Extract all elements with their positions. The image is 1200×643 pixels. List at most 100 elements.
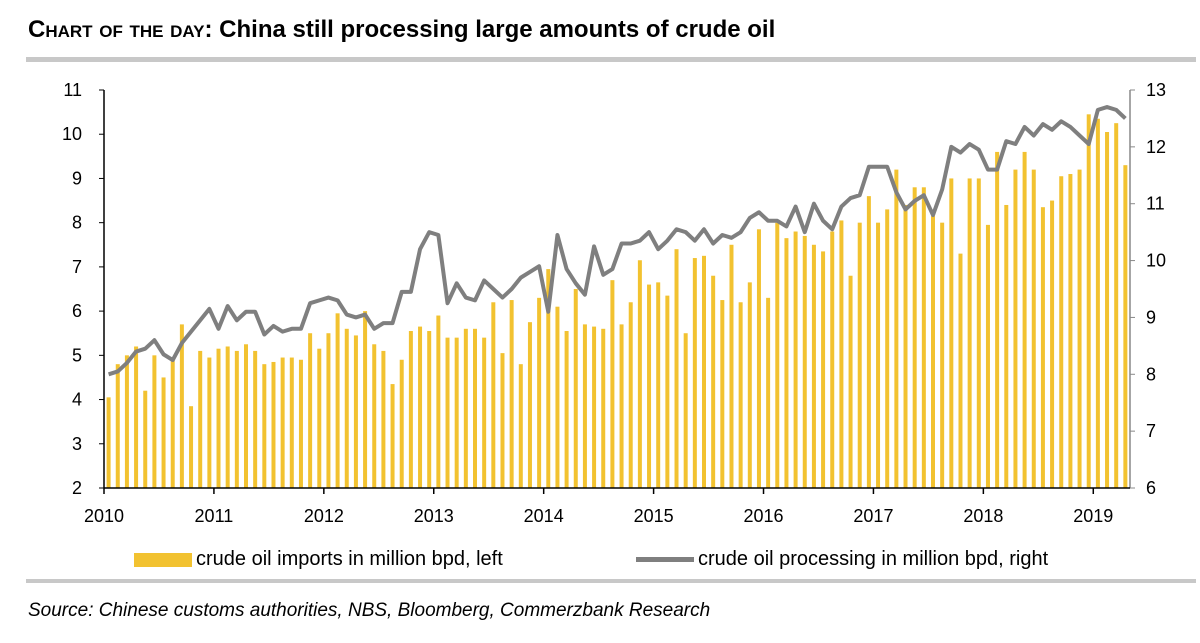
bar — [1105, 132, 1110, 488]
left-tick-label: 11 — [63, 80, 82, 100]
bar — [784, 238, 789, 488]
bar — [308, 333, 313, 488]
bar — [985, 224, 990, 488]
bar — [839, 220, 844, 488]
bar — [601, 328, 606, 488]
bar — [1086, 114, 1091, 489]
x-tick-label: 2018 — [963, 506, 1003, 526]
bar — [619, 324, 624, 488]
x-tick-label: 2013 — [414, 506, 454, 526]
bar — [115, 364, 120, 488]
bar — [848, 275, 853, 488]
bar — [1059, 176, 1064, 488]
bar — [1077, 169, 1082, 488]
bar — [1095, 118, 1100, 488]
legend-swatch-bar — [134, 552, 192, 567]
bar — [454, 337, 459, 488]
bar — [775, 222, 780, 488]
bar — [1022, 151, 1027, 488]
bar — [628, 302, 633, 488]
bar — [683, 333, 688, 488]
bar — [244, 344, 248, 488]
x-tick-label: 2016 — [743, 506, 783, 526]
bar — [1013, 169, 1018, 488]
bar — [390, 384, 395, 488]
bar — [106, 397, 111, 488]
bar — [756, 229, 761, 489]
legend-label-imports: crude oil imports in million bpd, left — [196, 548, 503, 570]
bar — [527, 322, 532, 488]
bar — [124, 355, 129, 488]
bar — [463, 328, 468, 488]
bar — [363, 311, 368, 488]
bar — [921, 187, 926, 489]
bar — [298, 359, 303, 488]
bar — [564, 331, 569, 488]
bar — [958, 253, 963, 488]
right-tick-label: 11 — [1146, 194, 1165, 214]
bar — [573, 289, 578, 488]
bar — [170, 359, 175, 488]
x-tick-label: 2015 — [634, 506, 674, 526]
right-tick-label: 8 — [1146, 364, 1156, 384]
left-tick-label: 6 — [72, 301, 82, 321]
bar — [317, 348, 322, 488]
x-tick-label: 2019 — [1073, 506, 1113, 526]
bar — [271, 361, 276, 488]
bar — [1123, 165, 1128, 488]
bar — [885, 209, 890, 488]
bar — [747, 282, 752, 488]
x-tick-label: 2011 — [195, 506, 234, 526]
bar — [161, 377, 166, 488]
bar — [940, 222, 945, 488]
bar — [866, 196, 871, 488]
bar — [720, 300, 725, 488]
bar — [912, 187, 917, 489]
bar — [500, 353, 505, 488]
bar — [289, 357, 294, 488]
legend-swatch-line — [636, 557, 694, 562]
bar — [225, 346, 230, 488]
left-tick-label: 2 — [72, 478, 82, 498]
right-tick-label: 13 — [1146, 80, 1166, 100]
bar — [894, 169, 899, 488]
source-divider — [26, 579, 1196, 583]
bar — [1040, 207, 1045, 488]
legend-label-processing: crude oil processing in million bpd, rig… — [698, 548, 1049, 570]
bar — [198, 350, 203, 488]
chart: 2 3 4 5 6 7 8 9 10 11 6 7 8 9 10 11 12 13 2010 2011 2012 2013… — [62, 80, 1166, 526]
x-tick-label: 2010 — [84, 506, 124, 526]
bar — [436, 315, 441, 488]
left-tick-label: 10 — [62, 124, 82, 144]
bar — [702, 255, 706, 488]
bar — [637, 260, 642, 488]
right-tick-label: 9 — [1146, 307, 1156, 327]
bar — [1068, 174, 1073, 488]
bar — [729, 244, 734, 488]
bar — [372, 344, 377, 488]
bar — [381, 350, 386, 488]
bar — [857, 222, 862, 488]
x-tick-label: 2012 — [304, 506, 344, 526]
bar — [665, 295, 670, 488]
bar — [793, 231, 798, 488]
bar — [1050, 200, 1055, 489]
legend-item-imports: crude oil imports in million bpd, left — [134, 548, 503, 571]
bar — [152, 355, 157, 488]
bar — [473, 328, 477, 488]
bar — [216, 348, 221, 488]
bar — [802, 235, 807, 488]
right-tick-label: 10 — [1146, 251, 1166, 271]
bar — [830, 231, 835, 488]
bar — [546, 269, 551, 488]
left-tick-label: 5 — [72, 345, 82, 365]
title-divider — [26, 57, 1196, 62]
bar — [262, 364, 267, 488]
bar — [280, 357, 285, 488]
bar — [811, 244, 816, 488]
title-prefix: Chart of the day: — [28, 16, 213, 43]
bar — [555, 306, 560, 488]
bar — [821, 251, 826, 488]
bar — [610, 280, 615, 488]
bar — [582, 324, 587, 488]
